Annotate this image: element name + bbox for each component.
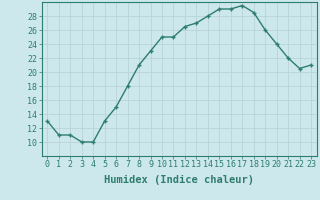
X-axis label: Humidex (Indice chaleur): Humidex (Indice chaleur) [104, 175, 254, 185]
